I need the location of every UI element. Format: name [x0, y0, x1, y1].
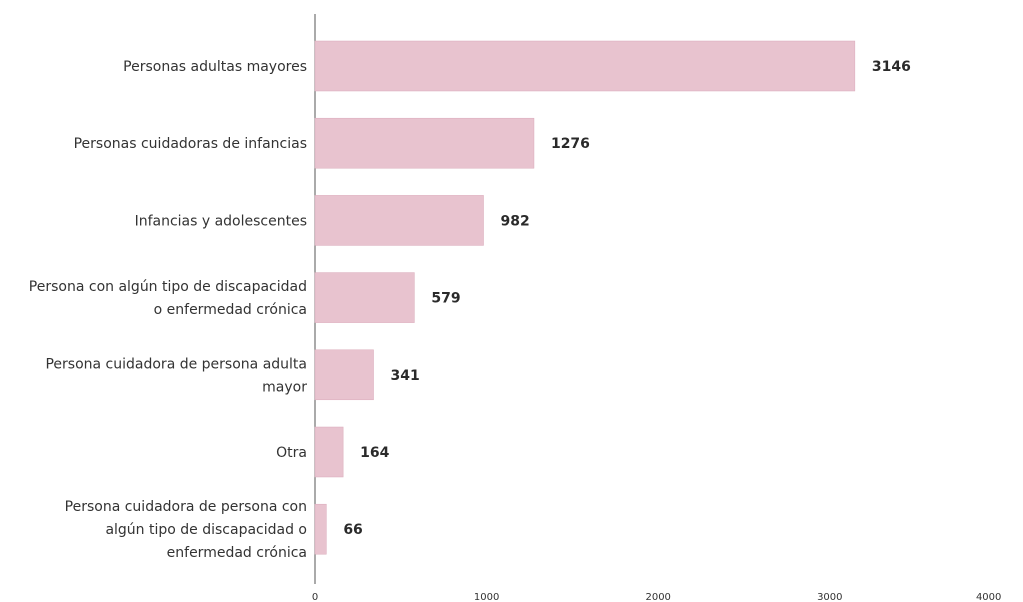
x-tick-label: 1000 — [474, 592, 499, 602]
category-label-line: Persona cuidadora de persona adulta — [45, 356, 307, 372]
category-label: Persona con algún tipo de discapacidad o … — [29, 279, 307, 318]
bar — [314, 272, 415, 323]
category-label-line: Infancias y adolescentes — [135, 213, 307, 229]
category-label-line: enfermedad crónica — [167, 545, 307, 561]
data-label: 982 — [501, 213, 530, 229]
bar — [314, 40, 856, 92]
category-label: Infancias y adolescentes — [135, 213, 307, 229]
data-label: 66 — [343, 522, 362, 538]
category-label-line: Persona con algún tipo de discapacidad — [29, 279, 307, 295]
category-label-line: Otra — [276, 445, 307, 461]
category-label: Personas cuidadoras de infancias — [74, 136, 307, 152]
x-tick-label: 2000 — [645, 592, 670, 602]
data-label: 1276 — [551, 136, 590, 152]
data-label: 164 — [360, 445, 389, 461]
category-label: Persona cuidadora de persona con algún ti… — [65, 499, 307, 561]
category-label: Persona cuidadora de persona adulta mayor — [45, 356, 307, 395]
bar — [314, 426, 344, 478]
category-label-line: mayor — [262, 379, 307, 395]
category-label: Otra — [276, 445, 307, 461]
category-label-line: algún tipo de discapacidad o — [105, 522, 307, 538]
category-label: Personas adultas mayores — [123, 59, 307, 75]
data-label: 341 — [391, 368, 420, 384]
bar — [314, 195, 484, 246]
data-label: 579 — [431, 291, 460, 307]
category-label-line: o enfermedad crónica — [154, 302, 307, 318]
category-label-line: Personas cuidadoras de infancias — [74, 136, 307, 152]
category-label-line: Persona cuidadora de persona con — [65, 499, 307, 515]
bar — [314, 349, 374, 401]
bar — [314, 503, 327, 555]
data-label: 3146 — [872, 59, 911, 75]
x-tick-label: 4000 — [976, 592, 1001, 602]
category-label-line: Personas adultas mayores — [123, 59, 307, 75]
bar — [314, 117, 535, 169]
x-tick-label: 3000 — [817, 592, 842, 602]
x-tick-label: 0 — [312, 592, 318, 602]
